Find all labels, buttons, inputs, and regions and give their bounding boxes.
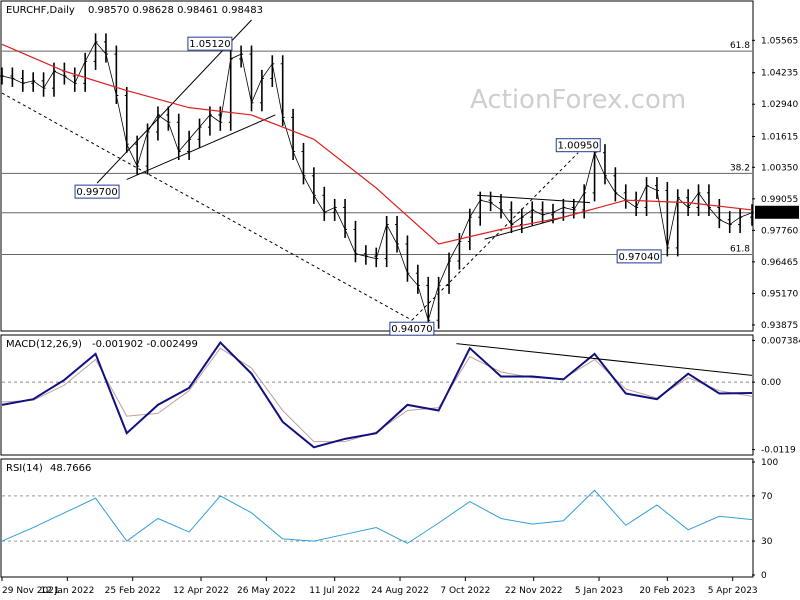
macd-y-tick-label: -0.0119 [761,446,796,456]
rsi-y-tick-label: 70 [761,492,773,502]
price-y-tick-label: 0.93875 [761,321,798,331]
price-label-box [555,138,601,153]
price-label-text: 1.05120 [189,39,230,50]
macd-panel-frame [0,334,754,456]
watermark: ActionForex.com [470,85,686,115]
macd-layer: 0.007384 0.00 -0.0119 [1,336,800,456]
level-label: 61.8 [730,244,750,254]
rsi-line [1,489,753,544]
x-tick-label: 7 Oct 2022 [440,586,490,596]
level-label: 38.2 [730,163,750,173]
price-label-box [74,184,120,199]
x-tick-label: 12 Apr 2022 [173,586,229,596]
x-tick-label: 11 Jul 2022 [309,586,360,596]
price-label-box [389,321,435,336]
rsi-header-value: 48.7666 [50,463,91,474]
x-tick-label: 26 May 2022 [237,586,296,596]
macd-line [1,340,753,449]
x-tick-label: 29 Nov 2021 [2,586,60,596]
price-label-box [616,249,662,264]
x-tick-label: 20 Feb 2023 [639,586,695,596]
rsi-y-tick-label: 100 [761,458,778,468]
macd-header-label: MACD(12,26,9) [6,339,82,350]
macd-trendline [456,343,753,376]
x-tick-label: 5 Apr 2023 [708,586,758,596]
price-header-ohlc: 0.98570 0.98628 0.98461 0.98483 [88,5,263,16]
x-tick-label: 22 Nov 2022 [505,586,563,596]
current-price-box [755,205,799,219]
price-label-box [187,36,233,51]
rsi-header-label: RSI(14) [6,463,43,474]
macd-header-values: -0.001902 -0.002499 [92,339,198,350]
x-tick-label: 24 Aug 2022 [371,586,429,596]
price-panel-frame [0,0,754,332]
price-label-text: 0.94070 [391,324,432,335]
price-y-tick-label: 1.01615 [761,133,798,143]
rsi-layer: 100 70 30 0 [1,458,778,581]
price-y-tick-label: 0.95170 [761,289,798,299]
price-header-symbol: EURCHF,Daily [6,5,75,16]
x-tick-label: 25 Feb 2022 [105,586,161,596]
x-tick-label: 5 Jan 2023 [575,586,623,596]
price-label-text: 0.97040 [618,252,659,263]
price-y-tick-label: 1.05565 [761,36,798,46]
rsi-panel-frame [0,458,754,578]
price-label-text: 1.00950 [558,141,599,152]
price-y-tick-label: 1.02940 [761,100,798,110]
macd-y-tick-label: 0.00 [761,378,781,388]
price-y-tick-label: 0.99055 [761,195,798,205]
triangle-upper-line [477,194,591,204]
price-layer: 1.05565 1.04235 1.02940 1.01615 1.00350 0.990… [0,19,799,336]
moving-average-line [1,43,753,245]
price-label-text: 0.99700 [76,187,117,198]
macd-y-tick-label: 0.007384 [761,336,800,346]
rsi-y-tick-label: 30 [761,537,773,547]
current-price-label: 0.98483 [756,208,797,219]
price-y-tick-label: 1.04235 [761,69,798,79]
rsi-y-tick-label: 0 [761,571,767,581]
price-y-tick-label: 0.97760 [761,226,798,236]
level-label: 61.8 [730,41,750,51]
channel-lower-line [126,114,276,180]
price-y-tick-label: 1.00350 [761,163,798,173]
price-y-tick-label: 0.96465 [761,258,798,268]
x-tick-label: 12 Jan 2022 [40,586,94,596]
dashed-trendline-down [1,92,413,321]
